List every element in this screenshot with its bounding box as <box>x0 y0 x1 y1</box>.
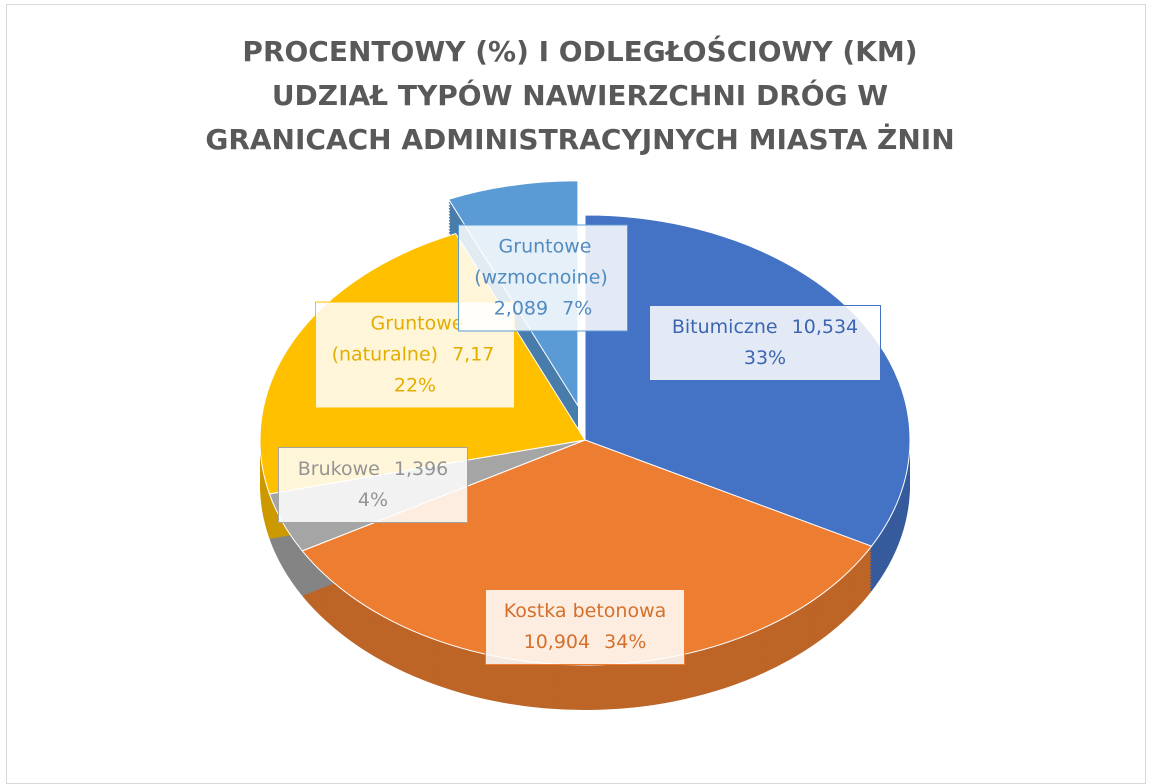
label-value-labels: 1,396 <box>393 458 449 480</box>
data-label: Gruntowe (wzmocnoine) 2,089 7% <box>458 224 628 332</box>
data-label: Bitumiczne 10,534 33% <box>649 305 881 381</box>
label-categories: Brukowe <box>297 458 380 480</box>
label-percent-labels: 34% <box>604 631 647 653</box>
data-label: Kostka betonowa 10,904 34% <box>485 589 685 665</box>
data-label: Brukowe 1,396 4% <box>278 447 468 523</box>
label-value-labels: 7,17 <box>452 343 495 366</box>
label-categories: Gruntowe (naturalne) <box>331 312 464 366</box>
chart-title: PROCENTOWY (%) I ODLEGŁOŚCIOWY (KM) UDZI… <box>205 35 955 156</box>
label-categories: Kostka betonowa <box>503 600 667 622</box>
label-value-labels: 10,534 <box>791 316 859 338</box>
label-value-labels: 2,089 <box>493 297 549 320</box>
label-value-labels: 10,904 <box>523 631 591 653</box>
label-percent-labels: 33% <box>743 347 787 369</box>
label-percent-labels: 7% <box>562 297 593 320</box>
label-categories: Bitumiczne <box>671 316 778 338</box>
label-categories: Gruntowe (wzmocnoine) <box>474 235 608 289</box>
label-percent-labels: 22% <box>393 374 437 397</box>
label-percent-labels: 4% <box>357 489 389 511</box>
